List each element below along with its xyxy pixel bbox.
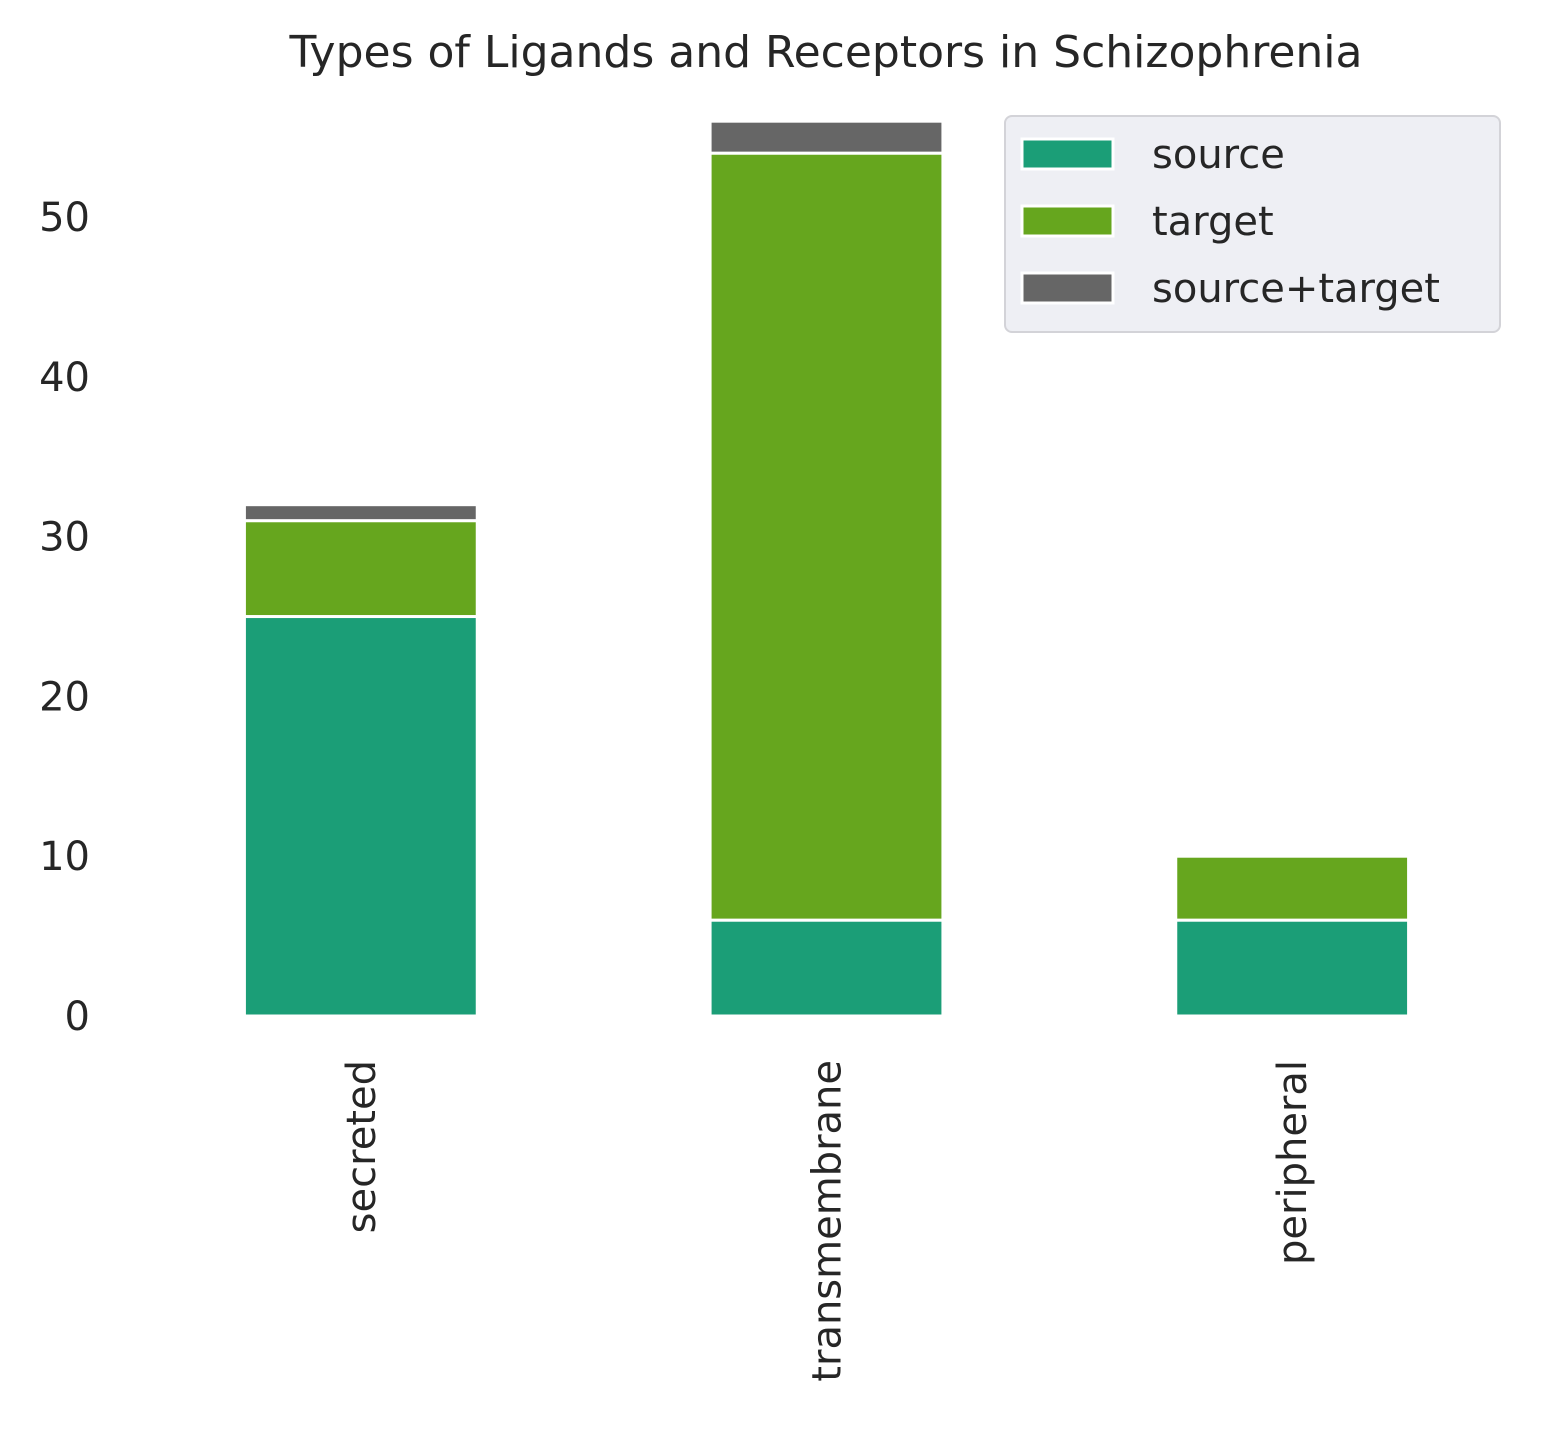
legend-swatch	[1020, 204, 1115, 238]
bar-transmembrane-target	[708, 151, 945, 922]
x-tick-label: transmembrane	[805, 1060, 851, 1382]
legend-swatch	[1020, 271, 1115, 305]
x-tick-label: peripheral	[1270, 1060, 1316, 1265]
x-axis: secreted transmembrane peripheral	[339, 1060, 1316, 1382]
legend-swatch	[1020, 137, 1115, 171]
bar-transmembrane-source	[708, 918, 945, 1018]
y-tick-label: 50	[39, 195, 90, 241]
legend-label: source+target	[1152, 266, 1440, 312]
bar-transmembrane-source-plus-target	[708, 119, 945, 155]
legend-label: target	[1152, 199, 1274, 245]
legend-box	[1004, 115, 1501, 333]
chart-title: Types of Ligands and Receptors in Schizo…	[289, 27, 1363, 78]
x-tick-label: secreted	[339, 1060, 385, 1233]
legend: source target source+target	[1004, 115, 1501, 333]
bar-peripheral-target	[1174, 854, 1411, 922]
bar-secreted-target	[242, 519, 479, 619]
legend-label: source	[1152, 132, 1285, 178]
y-tick-label: 10	[39, 834, 90, 880]
bar-secreted-source-plus-target	[242, 503, 479, 523]
y-tick-label: 20	[39, 674, 90, 720]
y-tick-label: 40	[39, 355, 90, 401]
y-axis: 0 10 20 30 40 50	[39, 195, 90, 1040]
bar-secreted-source	[242, 615, 479, 1018]
y-tick-label: 30	[39, 515, 90, 561]
bars	[242, 119, 1411, 1018]
bar-peripheral-source	[1174, 918, 1411, 1018]
y-tick-label: 0	[65, 994, 90, 1040]
